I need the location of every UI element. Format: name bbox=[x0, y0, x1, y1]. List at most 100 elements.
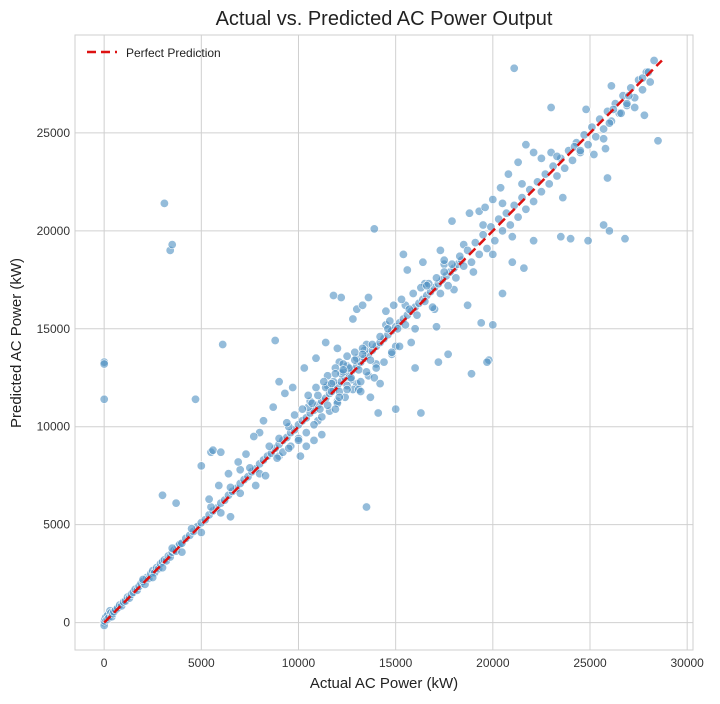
data-point bbox=[99, 394, 109, 404]
data-point bbox=[338, 365, 348, 375]
data-point bbox=[552, 151, 562, 161]
data-point bbox=[272, 453, 282, 463]
data-point bbox=[167, 240, 177, 250]
data-point bbox=[191, 394, 201, 404]
data-point bbox=[575, 146, 585, 156]
data-point bbox=[497, 198, 507, 208]
data-point bbox=[591, 132, 601, 142]
data-point bbox=[363, 292, 373, 302]
data-point bbox=[431, 273, 441, 283]
data-point bbox=[513, 212, 523, 222]
data-point bbox=[361, 502, 371, 512]
data-point bbox=[497, 288, 507, 298]
data-point bbox=[226, 512, 236, 522]
data-point bbox=[258, 416, 268, 426]
y-tick-label: 20000 bbox=[37, 224, 71, 238]
data-point bbox=[274, 377, 284, 387]
data-point bbox=[350, 347, 360, 357]
data-point bbox=[478, 230, 488, 240]
data-point bbox=[268, 402, 278, 412]
data-point bbox=[224, 469, 234, 479]
data-point bbox=[206, 502, 216, 512]
data-point bbox=[643, 67, 653, 77]
data-point bbox=[566, 234, 576, 244]
data-point bbox=[507, 232, 517, 242]
data-point bbox=[311, 382, 321, 392]
data-point bbox=[482, 244, 492, 254]
data-point bbox=[529, 236, 539, 246]
data-point bbox=[346, 373, 356, 383]
data-point bbox=[196, 461, 206, 471]
data-point bbox=[350, 355, 360, 365]
data-point bbox=[241, 449, 251, 459]
data-point bbox=[299, 363, 309, 373]
data-point bbox=[439, 267, 449, 277]
data-point bbox=[321, 337, 331, 347]
data-point bbox=[600, 144, 610, 154]
data-point bbox=[356, 386, 366, 396]
data-point bbox=[369, 373, 379, 383]
data-point bbox=[398, 249, 408, 259]
data-point bbox=[218, 339, 228, 349]
data-point bbox=[616, 108, 626, 118]
data-point bbox=[466, 257, 476, 267]
x-tick-label: 0 bbox=[101, 656, 108, 670]
data-point bbox=[307, 398, 317, 408]
data-point bbox=[371, 363, 381, 373]
data-point bbox=[381, 306, 391, 316]
data-point bbox=[474, 249, 484, 259]
y-tick-label: 15000 bbox=[37, 322, 71, 336]
data-point bbox=[433, 357, 443, 367]
data-point bbox=[326, 386, 336, 396]
data-point bbox=[303, 390, 313, 400]
data-point bbox=[226, 482, 236, 492]
data-point bbox=[402, 265, 412, 275]
data-point bbox=[282, 418, 292, 428]
data-point bbox=[311, 353, 321, 363]
y-tick-label: 25000 bbox=[37, 126, 71, 140]
data-point bbox=[317, 430, 327, 440]
data-point bbox=[496, 183, 506, 193]
data-point bbox=[323, 400, 333, 410]
data-point bbox=[599, 220, 609, 230]
data-point bbox=[260, 471, 270, 481]
data-point bbox=[431, 322, 441, 332]
data-point bbox=[599, 134, 609, 144]
legend: Perfect Prediction bbox=[87, 46, 221, 60]
data-point bbox=[422, 281, 432, 291]
data-point bbox=[589, 150, 599, 160]
data-point bbox=[295, 451, 305, 461]
data-point bbox=[488, 320, 498, 330]
plot-frame bbox=[74, 34, 694, 651]
data-point bbox=[336, 292, 346, 302]
data-point bbox=[544, 179, 554, 189]
data-point bbox=[342, 351, 352, 361]
data-point bbox=[645, 77, 655, 87]
data-point bbox=[348, 314, 358, 324]
data-point bbox=[630, 103, 640, 113]
data-point bbox=[410, 324, 420, 334]
data-point bbox=[602, 173, 612, 183]
data-point bbox=[529, 197, 539, 207]
data-point bbox=[284, 443, 294, 453]
data-point bbox=[158, 490, 168, 500]
data-point bbox=[396, 294, 406, 304]
data-point bbox=[330, 404, 340, 414]
data-point bbox=[342, 384, 352, 394]
data-point bbox=[365, 392, 375, 402]
data-point bbox=[196, 527, 206, 537]
data-point bbox=[546, 103, 556, 113]
data-point bbox=[558, 193, 568, 203]
data-point bbox=[488, 195, 498, 205]
data-point bbox=[653, 136, 663, 146]
data-point bbox=[280, 388, 290, 398]
data-point bbox=[408, 288, 418, 298]
data-point bbox=[235, 488, 245, 498]
data-point bbox=[622, 99, 632, 109]
y-tick-label: 10000 bbox=[37, 420, 71, 434]
x-tick-label: 15000 bbox=[379, 656, 413, 670]
data-point bbox=[99, 359, 109, 369]
data-point bbox=[529, 148, 539, 158]
data-point bbox=[521, 140, 531, 150]
